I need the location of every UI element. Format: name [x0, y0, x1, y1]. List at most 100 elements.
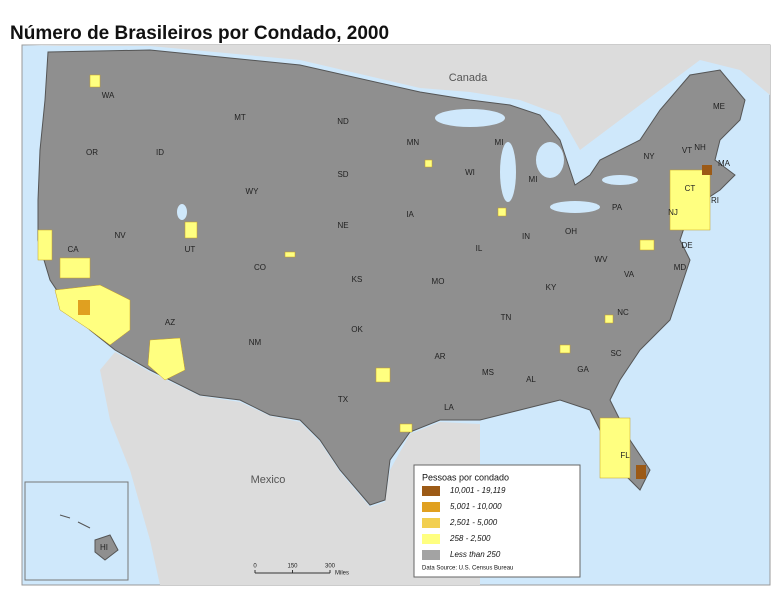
legend-label: 5,001 - 10,000	[450, 502, 502, 511]
country-label: Canada	[449, 72, 488, 84]
state-label: AL	[526, 375, 536, 384]
legend-swatch	[422, 518, 440, 528]
state-label: NJ	[668, 208, 678, 217]
county	[284, 251, 296, 258]
legend-swatch	[422, 502, 440, 512]
state-label: PA	[612, 203, 623, 212]
labels: WA OR CA NV ID MT WY UT AZ CO NM ND SD NE KS OK TX MN IA MO…	[67, 72, 730, 552]
state-label: MT	[234, 113, 246, 122]
county	[59, 257, 91, 279]
state-label: MO	[432, 277, 445, 286]
county-top	[636, 465, 646, 479]
state-label: WY	[246, 187, 260, 196]
county	[604, 314, 614, 324]
state-label: IL	[476, 244, 483, 253]
lake	[500, 142, 516, 202]
state-label: NY	[643, 152, 655, 161]
hawaii-land	[59, 514, 119, 561]
legend-source: Data Source: U.S. Census Bureau	[422, 566, 513, 572]
county	[37, 229, 53, 261]
county	[184, 221, 198, 239]
county	[599, 417, 631, 479]
state-label: NM	[249, 338, 262, 347]
state-label: KY	[546, 283, 557, 292]
state-label: FL	[620, 451, 630, 460]
county	[424, 159, 433, 168]
map-title: Número de Brasileiros por Condado, 2000	[10, 23, 389, 44]
state-label: VA	[624, 270, 635, 279]
legend-title: Pessoas por condado	[422, 472, 509, 482]
state-label: IA	[406, 210, 414, 219]
state-label: UT	[185, 245, 196, 254]
legend-label: 10,001 - 19,119	[450, 486, 506, 495]
legend-label: 2,501 - 5,000	[449, 518, 498, 527]
lake	[602, 175, 638, 185]
county	[497, 207, 507, 217]
state-label: ME	[713, 102, 725, 111]
state-label: AZ	[165, 318, 175, 327]
state-label: RI	[711, 196, 719, 205]
scale-label: 150	[287, 564, 298, 570]
state-label: DE	[681, 241, 692, 250]
state-label: TX	[338, 395, 349, 404]
legend-label: 258 - 2,500	[449, 534, 491, 543]
lake	[177, 204, 187, 220]
legend-box	[413, 464, 581, 578]
county	[669, 169, 711, 231]
state-label: GA	[577, 365, 589, 374]
state-label: MA	[718, 159, 731, 168]
scale-label: 0	[253, 564, 257, 570]
county-highlights	[37, 74, 711, 519]
mexico-land	[100, 352, 480, 585]
legend-swatch	[422, 534, 440, 544]
state-label: WA	[102, 91, 115, 100]
county	[399, 423, 413, 433]
state-label: MD	[674, 263, 687, 272]
state-label: SC	[610, 349, 621, 358]
state-label: AR	[434, 352, 445, 361]
state-label: OR	[86, 148, 98, 157]
state-label: MS	[482, 368, 494, 377]
lake	[435, 109, 505, 127]
county	[54, 284, 131, 346]
state-label: NV	[114, 231, 126, 240]
state-label: KS	[352, 275, 363, 284]
county	[375, 367, 391, 383]
county	[639, 239, 655, 251]
state-label: MI	[495, 138, 504, 147]
state-label: SD	[337, 170, 348, 179]
state-label: CO	[254, 263, 266, 272]
state-label: WI	[465, 168, 475, 177]
state-label: ID	[156, 148, 164, 157]
hawaii-inset	[24, 481, 129, 581]
county-high	[78, 300, 90, 315]
state-label: OK	[351, 325, 363, 334]
state-label: NC	[617, 308, 629, 317]
legend-swatch	[422, 486, 440, 496]
state-label: MI	[529, 175, 538, 184]
scale-label: 300	[325, 564, 336, 570]
county	[147, 337, 186, 381]
county-top	[702, 165, 712, 175]
state-label: TN	[501, 313, 512, 322]
state-label: IN	[522, 232, 530, 241]
lake	[536, 142, 564, 178]
state-label: CA	[67, 245, 79, 254]
state-label: HI	[100, 543, 108, 552]
legend-swatch	[422, 550, 440, 560]
state-label: MN	[407, 138, 420, 147]
state-label: CT	[685, 184, 696, 193]
lake	[550, 201, 600, 213]
legend-items: 10,001 - 19,119 5,001 - 10,000 2,501 - 5,0…	[422, 486, 506, 560]
scale-unit: Miles	[335, 571, 349, 577]
state-label: ND	[337, 117, 349, 126]
country-label: Mexico	[251, 474, 286, 486]
county	[89, 74, 101, 88]
legend-label: Less than 250	[450, 550, 501, 559]
state-label: WV	[595, 255, 609, 264]
state-label: NH	[694, 143, 706, 152]
state-label: VT	[682, 146, 692, 155]
